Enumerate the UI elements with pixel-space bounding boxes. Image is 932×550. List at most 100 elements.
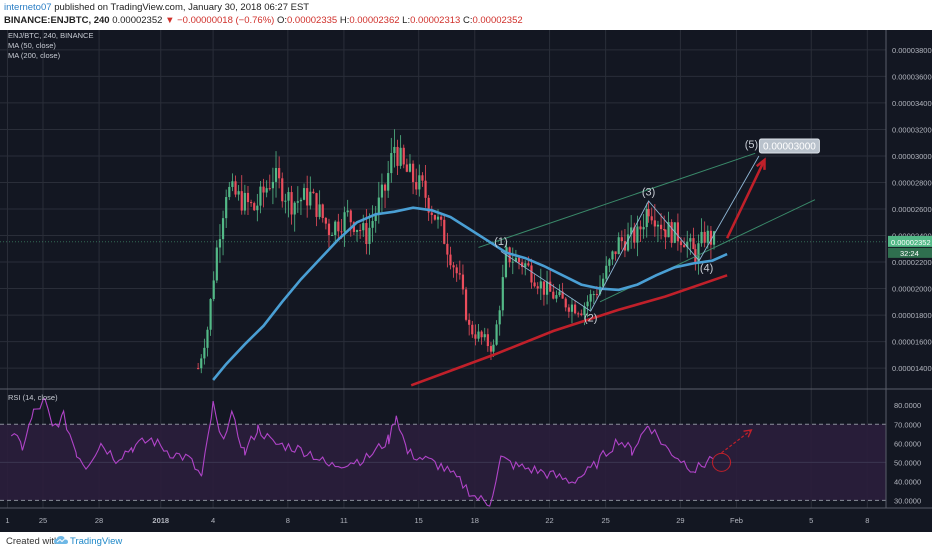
candle-body (387, 173, 390, 191)
close-label: C: (462, 15, 473, 26)
candle-body (464, 289, 468, 320)
candle-body (709, 230, 713, 245)
candle-body (293, 202, 296, 215)
legend-entry: MA (200, close) (8, 51, 61, 60)
candle-body (663, 229, 666, 231)
time-tick-label: 25 (601, 516, 609, 525)
candle-body (271, 181, 275, 189)
candle-body (686, 241, 689, 248)
rsi-arrow (721, 429, 752, 454)
candle-body (452, 265, 455, 268)
candle-body (620, 237, 623, 242)
rsi-band-layer (0, 423, 886, 501)
time-tick-label: Feb (730, 516, 743, 525)
time-tick-label: 28 (95, 516, 103, 525)
time-tick-label: 5 (809, 516, 813, 525)
open-value: 0.00002335 (286, 15, 338, 26)
candle-body (712, 231, 716, 245)
price-change: −0.00000018 (−0.76%) (177, 15, 275, 26)
time-tick-label: 18 (471, 516, 479, 525)
candle-body (315, 193, 318, 217)
candle-body (327, 223, 331, 236)
candle-body (343, 212, 346, 232)
candle-body (650, 216, 653, 221)
candle-body (396, 146, 399, 166)
candle-body (656, 224, 660, 227)
price-tick-label: 0.00002800 (892, 178, 932, 187)
tradingview-logo-icon (54, 536, 68, 544)
axes: 0.00003800 0.00003600 0.00003400 0.00003200… (0, 30, 932, 525)
candle-body (483, 334, 486, 338)
candle-body (595, 294, 598, 296)
chart-footer: Created with TradingView (0, 532, 932, 550)
time-tick-label: 8 (865, 516, 869, 525)
time-tick-label: 8 (286, 516, 290, 525)
price-chart[interactable]: 0.00003000(1)(2)(3)(4)(5) 0.000038000.00… (0, 30, 932, 532)
candle-body (667, 222, 670, 238)
candle-body (542, 281, 546, 295)
candle-body (533, 282, 536, 287)
price-tick-label: 0.00001400 (892, 364, 932, 373)
author-link[interactable]: interneto07 (4, 2, 52, 13)
candle-body (455, 267, 458, 274)
low-label: L: (402, 15, 411, 26)
candle-body (570, 304, 574, 312)
candle-body (368, 227, 371, 244)
price-tick-label: 0.00003400 (892, 99, 932, 108)
candle-body (371, 221, 374, 228)
candle-body (583, 306, 586, 316)
candle-body (365, 223, 368, 244)
rsi-arrow-head (743, 429, 753, 438)
candle-body (549, 281, 552, 292)
rsi-line (10, 397, 714, 507)
candle-body (377, 197, 380, 215)
wave-label: (2) (584, 313, 597, 325)
candle-body (421, 175, 424, 181)
candle-body (492, 344, 495, 352)
candle-body (402, 147, 405, 165)
candle-body (215, 247, 218, 281)
candle-body (340, 231, 343, 233)
tradingview-brand[interactable]: TradingView (70, 536, 123, 547)
wave-label: (3) (642, 187, 655, 199)
candle-body (253, 203, 256, 211)
candle-body (218, 239, 222, 248)
candle-body (330, 234, 334, 236)
candle-body (299, 199, 303, 202)
candle-body (605, 265, 608, 279)
high-value: 0.00002362 (349, 15, 400, 26)
candle-body (703, 231, 706, 243)
rsi-tick-label: 40.0000 (894, 477, 921, 486)
candle-body (501, 277, 504, 311)
candle-body (449, 254, 452, 266)
high-label: H: (339, 15, 350, 26)
legend-entry: ENJ/BTC, 240, BINANCE (8, 31, 93, 40)
candle-body (471, 324, 474, 335)
candle-body (573, 304, 577, 314)
countdown-box (888, 247, 932, 258)
price-tick-label: 0.00001600 (892, 338, 932, 347)
candle-body (567, 307, 570, 312)
last-price-box (888, 235, 932, 247)
candle-body (552, 291, 555, 299)
candle-body (302, 188, 306, 200)
legend-entry: MA (50, close) (8, 41, 56, 50)
countdown-label: 32:24 (900, 249, 919, 258)
grid (0, 30, 886, 508)
candle-body (495, 324, 498, 345)
candle-body (337, 221, 340, 232)
chart-header: interneto07 published on TradingView.com… (0, 0, 932, 30)
candle-body (617, 237, 620, 255)
candle-body (296, 201, 299, 203)
symbol-info: BINANCE:ENJBTC, 240 (4, 15, 110, 26)
rsi-tick-label: 60.0000 (894, 439, 921, 448)
candle-body (545, 281, 549, 295)
candle-body (514, 257, 517, 262)
candle-body (521, 262, 524, 268)
time-tick-label: 1 (5, 516, 9, 525)
candle-body (256, 205, 259, 211)
rsi-circle (712, 452, 732, 472)
price-tick-label: 0.00003800 (892, 46, 932, 55)
candle-body (281, 178, 284, 202)
candle-body (626, 234, 630, 251)
